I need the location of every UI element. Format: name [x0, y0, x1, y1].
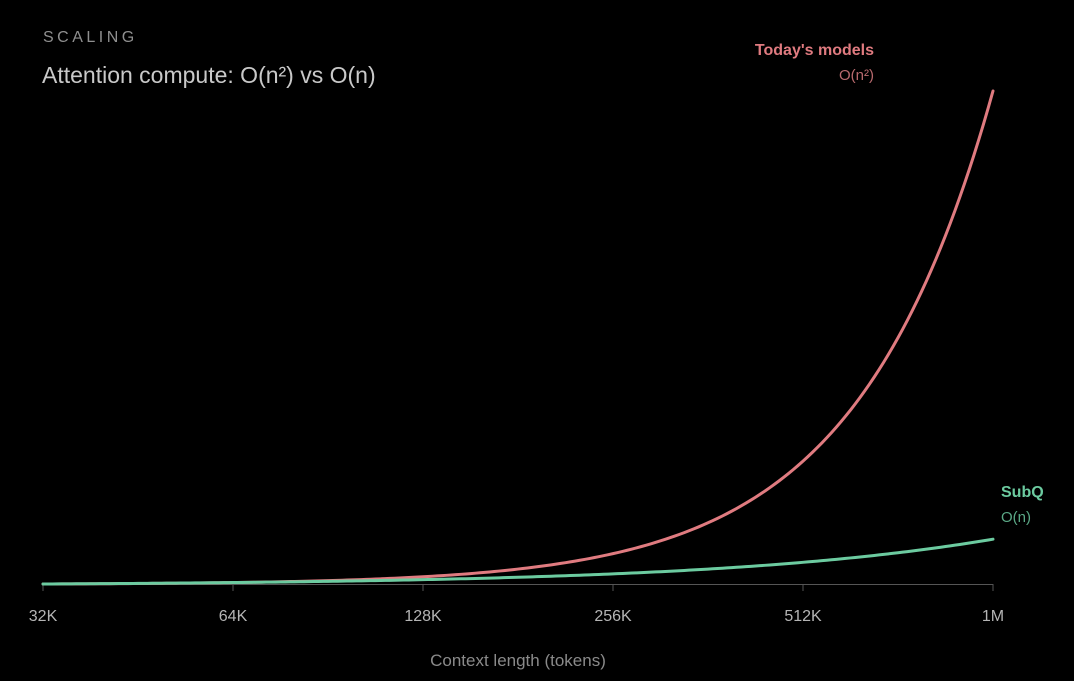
- series-line-linear: [41, 537, 995, 586]
- x-tick-label: 32K: [29, 608, 58, 625]
- series-label-quadratic: Today's models: [755, 42, 874, 59]
- x-tick-label: 64K: [219, 608, 248, 625]
- series-sublabel-quadratic: O(n²): [839, 67, 874, 84]
- chart-eyebrow: SCALING: [43, 29, 138, 46]
- x-tick-label: 128K: [404, 608, 442, 625]
- series-sublabel-linear: O(n): [1001, 509, 1031, 526]
- x-ticks: 32K 64K 128K 256K 512K 1M: [29, 584, 1004, 625]
- x-tick-label: 256K: [594, 608, 632, 625]
- x-tick-label: 512K: [784, 608, 822, 625]
- series-label-linear: SubQ: [1001, 484, 1044, 501]
- x-axis-label: Context length (tokens): [430, 651, 606, 670]
- x-tick-label: 1M: [982, 608, 1004, 625]
- chart-title: Attention compute: O(n²) vs O(n): [42, 62, 376, 88]
- series-line-quadratic: [41, 89, 995, 586]
